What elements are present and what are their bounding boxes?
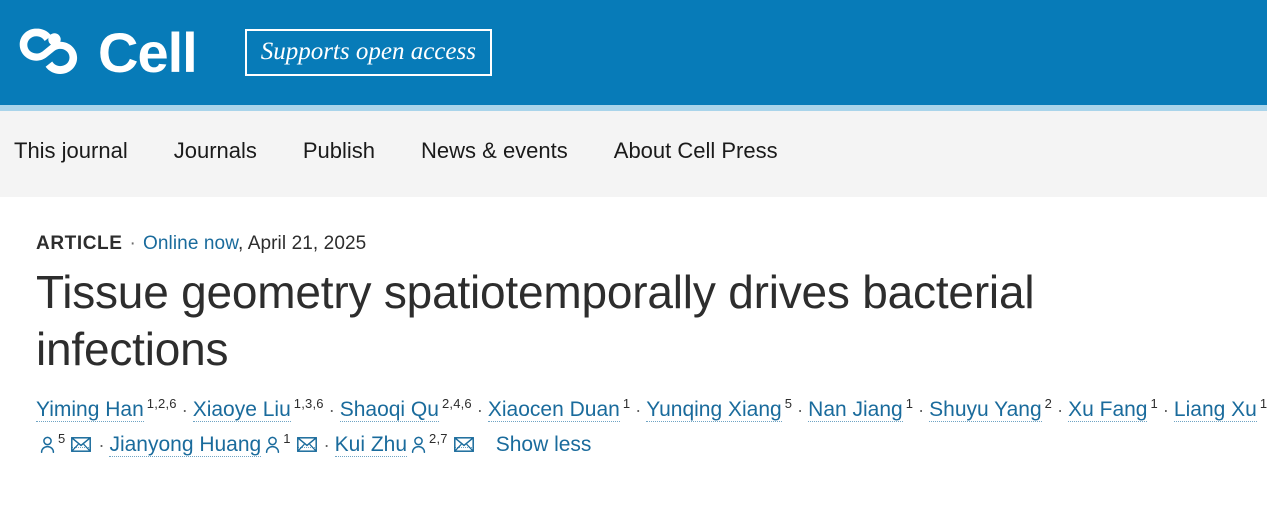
nav-item-journals[interactable]: Journals xyxy=(174,138,257,164)
brand-block: Cell Supports open access xyxy=(14,20,492,86)
affiliation-superscript: 1 xyxy=(905,396,914,412)
author-email-icon[interactable] xyxy=(296,428,317,453)
author-separator: · xyxy=(918,400,925,421)
site-masthead: Cell Supports open access xyxy=(0,0,1267,111)
author-separator: · xyxy=(328,400,335,421)
author-separator: · xyxy=(181,400,188,421)
meta-separator: · xyxy=(129,233,136,254)
nav-link-this-journal[interactable]: This journal xyxy=(14,138,128,163)
affiliation-superscript: 2 xyxy=(1044,396,1053,412)
affiliation-superscript: 2,7 xyxy=(429,431,448,447)
nav-link-news-events[interactable]: News & events xyxy=(421,138,568,163)
article-meta: ARTICLE · Online now, April 21, 2025 xyxy=(36,233,1267,255)
author-list: Yiming Han 1,2,6 · Xiaoye Liu 1,3,6 · Shaoqi Q… xyxy=(36,392,1267,463)
author-link[interactable]: Yunqing Xiang xyxy=(646,398,782,423)
author-separator: · xyxy=(1057,400,1064,421)
nav-list: This journal Journals Publish News & eve… xyxy=(14,138,778,164)
author-separator: · xyxy=(1162,400,1169,421)
author-link[interactable]: Liang Xu xyxy=(1173,398,1257,423)
author-profile-icon[interactable] xyxy=(411,429,426,454)
author-separator: · xyxy=(323,435,330,456)
online-now-link[interactable]: Online now xyxy=(142,233,238,254)
article-type-label: ARTICLE xyxy=(36,233,123,254)
author-profile-icon[interactable] xyxy=(265,429,280,454)
author-link[interactable]: Shuyu Yang xyxy=(929,398,1042,423)
nav-link-publish[interactable]: Publish xyxy=(302,138,376,163)
primary-navigation: This journal Journals Publish News & eve… xyxy=(0,105,1267,197)
article-header: ARTICLE · Online now, April 21, 2025 Tissu… xyxy=(0,197,1267,463)
affiliation-superscript: 1 xyxy=(622,396,631,412)
author-link[interactable]: Xiaoye Liu xyxy=(192,398,291,423)
author-profile-icon[interactable] xyxy=(40,429,55,454)
nav-item-this-journal[interactable]: This journal xyxy=(14,138,128,164)
cell-infinity-icon xyxy=(14,20,84,86)
author-link[interactable]: Nan Jiang xyxy=(808,398,903,423)
affiliation-superscript: 5 xyxy=(58,431,66,447)
author-link[interactable]: Xiaocen Duan xyxy=(487,398,620,423)
nav-link-about-cell-press[interactable]: About Cell Press xyxy=(613,138,778,163)
cell-wordmark: Cell xyxy=(98,20,198,84)
author-link[interactable]: Shaoqi Qu xyxy=(339,398,439,423)
page-title: Tissue geometry spatiotemporally drives … xyxy=(36,266,1035,376)
author-link[interactable]: Kui Zhu xyxy=(334,433,408,458)
nav-item-publish[interactable]: Publish xyxy=(303,138,375,164)
author-link[interactable]: Yiming Han xyxy=(36,398,144,423)
cell-home-link[interactable]: Cell xyxy=(14,20,198,86)
author-separator: · xyxy=(635,400,642,421)
author-separator: · xyxy=(797,400,804,421)
nav-link-journals[interactable]: Journals xyxy=(173,138,257,163)
affiliation-superscript: 1,3,6 xyxy=(293,396,324,412)
author-link[interactable]: Xu Fang xyxy=(1068,398,1148,423)
nav-item-about-cell-press[interactable]: About Cell Press xyxy=(614,138,778,164)
author-separator: · xyxy=(98,435,105,456)
affiliation-superscript: 1 xyxy=(283,431,291,447)
affiliation-superscript: 1,2,6 xyxy=(146,396,177,412)
author-separator: · xyxy=(476,400,483,421)
nav-item-news-events[interactable]: News & events xyxy=(421,138,568,164)
affiliation-superscript: 1 xyxy=(1150,396,1158,412)
affiliation-superscript: 2,4,6 xyxy=(441,396,472,412)
author-link[interactable]: Jianyong Huang xyxy=(109,433,262,458)
open-access-badge: Supports open access xyxy=(244,29,492,76)
show-less-toggle[interactable]: Show less xyxy=(495,433,592,457)
publication-date: , April 21, 2025 xyxy=(237,233,367,254)
affiliation-superscript: 5 xyxy=(784,396,793,412)
author-email-icon[interactable] xyxy=(71,428,92,453)
affiliation-superscript: 1 xyxy=(1259,396,1267,412)
author-email-icon[interactable] xyxy=(453,428,474,453)
